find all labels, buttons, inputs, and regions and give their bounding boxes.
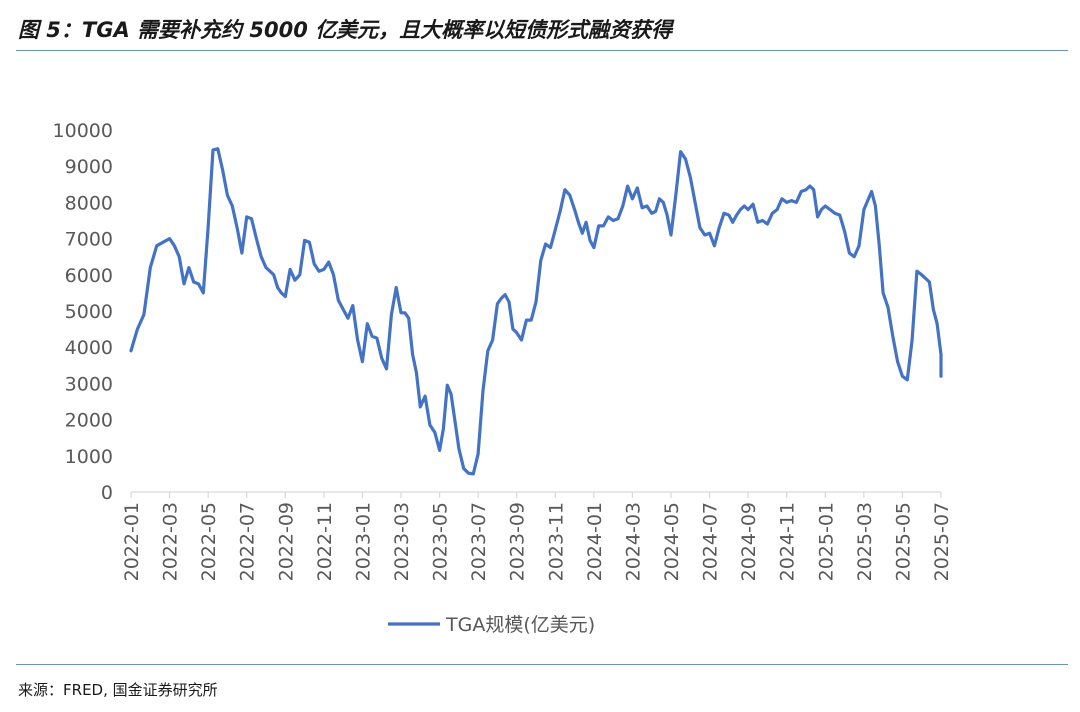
- y-tick-label: 10000: [53, 120, 113, 142]
- y-tick-label: 4000: [65, 337, 113, 359]
- y-tick-label: 1000: [65, 446, 113, 468]
- x-tick-label: 2022-07: [237, 502, 259, 581]
- x-tick-label: 2024-07: [700, 502, 722, 581]
- x-tick-label: 2023-05: [430, 502, 452, 581]
- x-tick-label: 2022-09: [275, 502, 297, 581]
- x-tick-label: 2022-03: [160, 502, 182, 581]
- x-tick-label: 2024-03: [622, 502, 644, 581]
- y-tick-label: 9000: [65, 156, 113, 178]
- x-tick-label: 2022-11: [314, 502, 336, 581]
- x-tick-label: 2024-09: [738, 502, 760, 581]
- header-rule: [16, 50, 1068, 51]
- x-tick-label: 2025-07: [931, 502, 953, 581]
- x-tick-label: 2023-11: [545, 502, 567, 581]
- y-tick-label: 7000: [65, 229, 113, 251]
- source-label: 来源：: [18, 681, 64, 699]
- series-line: [129, 147, 943, 476]
- x-tick-label: 2023-07: [468, 502, 490, 581]
- x-tick-label: 2022-05: [198, 502, 220, 581]
- x-tick-label: 2023-01: [352, 502, 374, 581]
- legend-label: TGA规模(亿美元): [445, 614, 595, 636]
- y-tick-label: 5000: [65, 301, 113, 323]
- x-tick-label: 2024-01: [584, 502, 606, 581]
- x-tick-label: 2023-03: [391, 502, 413, 581]
- y-tick-label: 2000: [65, 410, 113, 432]
- y-tick-label: 6000: [65, 265, 113, 287]
- x-tick-label: 2025-05: [892, 502, 914, 581]
- x-tick-label: 2022-01: [121, 502, 143, 581]
- source-text: FRED, 国金证券研究所: [63, 681, 218, 699]
- x-tick-label: 2025-01: [815, 502, 837, 581]
- source-note: 来源：FRED, 国金证券研究所: [18, 679, 218, 700]
- x-tick-label: 2023-09: [507, 502, 529, 581]
- x-tick-label: 2024-05: [661, 502, 683, 581]
- y-tick-label: 0: [101, 482, 113, 504]
- tga-line-chart: 0 1000 2000 3000 4000 5000 6000 7000 8000 9000 100…: [53, 120, 953, 636]
- footer-rule: [16, 664, 1068, 665]
- figure-title: 图 5：TGA 需要补充约 5000 亿美元，且大概率以短债形式融资获得: [18, 18, 673, 42]
- x-tick-label: 2024-11: [777, 502, 799, 581]
- y-tick-label: 8000: [65, 192, 113, 214]
- y-tick-label: 3000: [65, 373, 113, 395]
- x-tick-label: 2025-03: [854, 502, 876, 581]
